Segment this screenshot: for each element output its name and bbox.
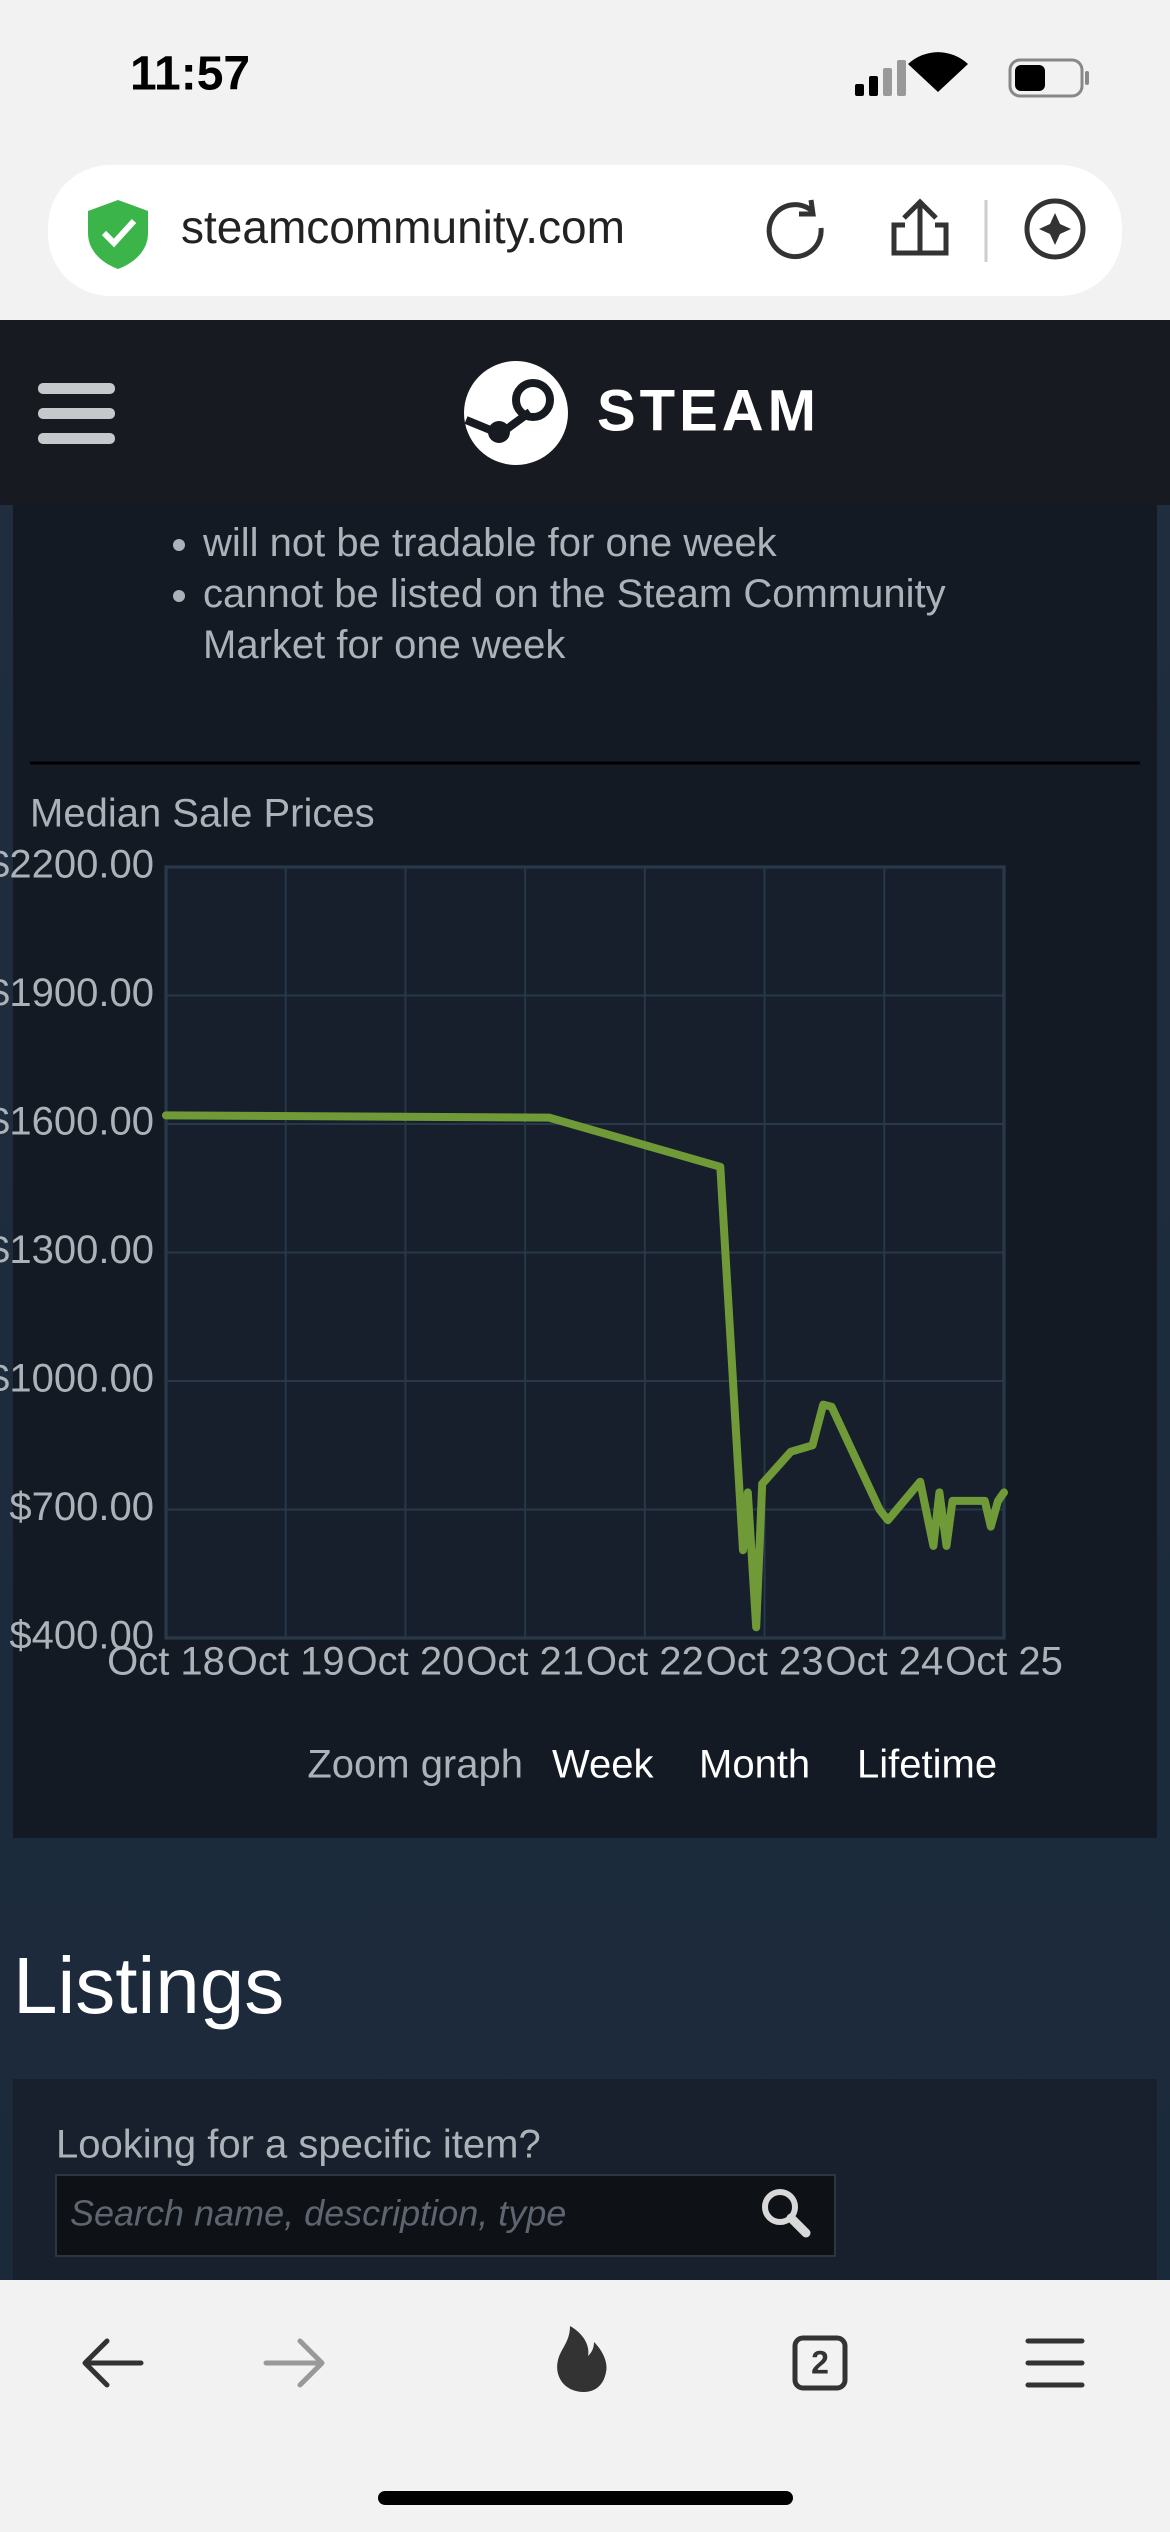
section-title: Listings (13, 1941, 284, 2030)
zoom-option[interactable]: Month (699, 1743, 810, 1787)
flame-button[interactable] (557, 2326, 607, 2392)
y-tick-label: $1300.00 (0, 1228, 154, 1272)
x-tick-label: Oct 23 (706, 1640, 824, 1684)
chart: $400.00 $700.00 $1000.00 $1300.00 $1600.00 $1… (0, 843, 1063, 1684)
zoom-option[interactable]: Week (552, 1743, 655, 1787)
clock: 11:57 (130, 48, 250, 101)
x-tick-label: Oct 25 (945, 1640, 1063, 1684)
note: cannot be listed on the Steam Community … (203, 569, 1013, 671)
x-tick-label: Oct 24 (825, 1640, 943, 1684)
x-tick-label: Oct 22 (586, 1640, 704, 1684)
search-input[interactable] (55, 2174, 836, 2257)
status-icons (855, 52, 1089, 98)
search-icon[interactable] (762, 2189, 811, 2238)
x-tick-label: Oct 18 (107, 1640, 225, 1684)
browser-toolbar (0, 2280, 1170, 2532)
restriction-notes: will not be tradable for one week cannot… (150, 518, 1063, 671)
x-tick-label: Oct 19 (227, 1640, 345, 1684)
chart-title: Median Sale Prices (30, 792, 375, 836)
logo-text: STEAM (597, 378, 820, 443)
zoom-option[interactable]: Lifetime (857, 1743, 997, 1787)
y-tick-label: $1600.00 (0, 1100, 154, 1144)
share-icon[interactable] (891, 198, 949, 256)
zoom-label: Zoom graph (307, 1743, 523, 1787)
y-tick-label: $1900.00 (0, 971, 154, 1015)
search-label: Looking for a specific item? (56, 2123, 541, 2167)
forward-button[interactable] (263, 2338, 325, 2388)
site-header (0, 320, 1170, 505)
y-tick-label: $2200.00 (0, 843, 154, 887)
x-tick-label: Oct 20 (347, 1640, 465, 1684)
address-bar[interactable] (48, 165, 1122, 296)
menu-button[interactable] (1025, 2338, 1085, 2388)
x-tick-label: Oct 21 (466, 1640, 584, 1684)
steam-logo[interactable] (464, 361, 568, 465)
menu-icon[interactable] (38, 383, 115, 444)
back-button[interactable] (82, 2338, 144, 2388)
home-indicator (378, 2491, 793, 2505)
y-tick-label: $400.00 (9, 1614, 154, 1658)
assistant-icon[interactable] (1024, 198, 1086, 260)
y-tick-label: $1000.00 (0, 1357, 154, 1401)
y-tick-label: $700.00 (9, 1485, 154, 1529)
url: steamcommunity.com (181, 201, 625, 253)
search-placeholder: Search name, description, type (70, 2193, 566, 2234)
note: will not be tradable for one week (203, 518, 1013, 569)
reload-icon[interactable] (766, 202, 824, 260)
price-line (162, 1111, 1008, 1632)
tabs-button[interactable] (792, 2335, 848, 2391)
tab-count: 2 (811, 2344, 829, 2380)
